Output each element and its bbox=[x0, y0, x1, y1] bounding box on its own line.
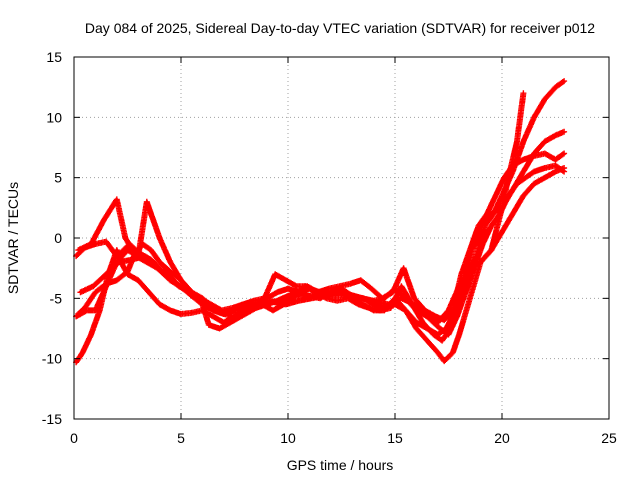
data-points bbox=[73, 78, 568, 366]
tick-labels: 0 5 10 15 20 25 -15 -10 -5 0 5 10 15 bbox=[42, 49, 617, 446]
y-tick-label: 0 bbox=[54, 230, 62, 246]
series-markers bbox=[77, 162, 568, 338]
y-tick-label: -5 bbox=[50, 290, 63, 306]
grid-lines bbox=[74, 57, 609, 419]
series-6 bbox=[77, 162, 568, 338]
y-tick-label: 5 bbox=[54, 170, 62, 186]
x-tick-label: 10 bbox=[280, 430, 296, 446]
series-markers bbox=[73, 78, 568, 344]
x-tick-label: 25 bbox=[601, 430, 617, 446]
y-tick-label: 10 bbox=[46, 109, 62, 125]
y-tick-label: -15 bbox=[42, 411, 62, 427]
x-tick-label: 5 bbox=[177, 430, 185, 446]
series-4 bbox=[73, 78, 568, 344]
y-tick-label: 15 bbox=[46, 49, 62, 65]
x-tick-label: 20 bbox=[494, 430, 510, 446]
chart-title: Day 084 of 2025, Sidereal Day-to-day VTE… bbox=[85, 20, 595, 36]
x-axis-label: GPS time / hours bbox=[287, 457, 394, 473]
y-axis-label: SDTVAR / TECUs bbox=[5, 182, 21, 294]
y-tick-label: -10 bbox=[42, 351, 62, 367]
x-tick-label: 15 bbox=[387, 430, 403, 446]
x-tick-label: 0 bbox=[70, 430, 78, 446]
axis-ticks bbox=[73, 56, 610, 420]
